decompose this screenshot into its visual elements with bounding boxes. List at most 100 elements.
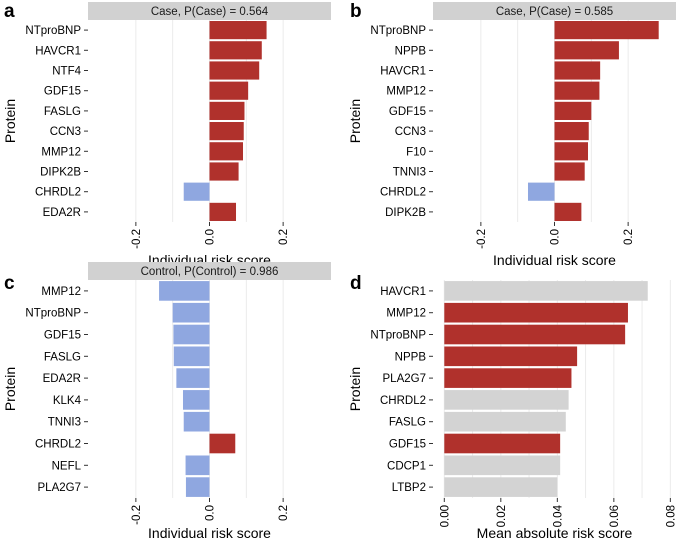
category-label: HAVCR1 bbox=[380, 286, 426, 298]
bar bbox=[176, 368, 210, 388]
x-tick-label: 0.0 bbox=[205, 505, 217, 521]
x-tick-label: -0.2 bbox=[131, 505, 143, 525]
bar bbox=[185, 477, 210, 497]
category-label: CHRDL2 bbox=[35, 187, 81, 199]
category-label: TNNI3 bbox=[48, 417, 81, 429]
bar bbox=[444, 411, 566, 432]
category-label: CHRDL2 bbox=[35, 439, 81, 451]
x-tick-label: 0.0 bbox=[205, 229, 217, 245]
bar bbox=[185, 455, 210, 476]
category-label: GDF15 bbox=[44, 330, 81, 342]
bar bbox=[554, 21, 659, 40]
y-axis-title: Protein bbox=[2, 99, 18, 143]
category-label: NEFL bbox=[52, 460, 82, 472]
strip-header bbox=[88, 262, 331, 280]
category-label: NTproBNP bbox=[370, 330, 426, 342]
strip-header bbox=[433, 2, 676, 20]
bar bbox=[444, 477, 558, 497]
y-axis-title: Protein bbox=[347, 99, 363, 143]
bar bbox=[554, 122, 589, 141]
category-label: CDCP1 bbox=[387, 460, 426, 472]
bar bbox=[444, 346, 578, 367]
category-label: FASLG bbox=[44, 351, 81, 363]
bar bbox=[444, 455, 561, 476]
bar bbox=[554, 61, 601, 80]
x-axis-title: Individual risk score bbox=[493, 252, 616, 268]
category-label: NTF4 bbox=[52, 66, 81, 78]
bar bbox=[209, 202, 237, 221]
x-tick-label: 0.02 bbox=[496, 505, 508, 527]
category-label: NTproBNP bbox=[25, 25, 81, 37]
bar bbox=[173, 324, 210, 345]
bar bbox=[209, 21, 267, 40]
category-label: CHRDL2 bbox=[380, 395, 426, 407]
strip-title: Control, P(Control) = 0.986 bbox=[141, 266, 279, 278]
category-label: TNNI3 bbox=[393, 167, 426, 179]
x-tick-label: 0.04 bbox=[552, 504, 564, 527]
x-tick-label: 0.0 bbox=[550, 229, 562, 245]
category-label: NPPB bbox=[395, 45, 427, 57]
x-tick-label: 0.00 bbox=[439, 505, 451, 527]
bar bbox=[554, 81, 600, 100]
strip-header bbox=[88, 2, 331, 20]
category-label: KLK4 bbox=[53, 395, 82, 407]
bar bbox=[444, 433, 561, 454]
bar bbox=[159, 281, 210, 301]
bar bbox=[554, 202, 582, 221]
category-label: GDF15 bbox=[389, 106, 426, 118]
strip-title: Case, P(Case) = 0.585 bbox=[496, 6, 613, 18]
x-axis-title: Mean absolute risk score bbox=[477, 525, 633, 541]
bar bbox=[554, 142, 589, 161]
category-label: MMP12 bbox=[386, 308, 426, 320]
bar bbox=[209, 101, 245, 120]
category-label: DIPK2B bbox=[40, 167, 81, 179]
bar bbox=[209, 162, 239, 181]
bar bbox=[182, 390, 210, 410]
panel-c: c Control, P(Control) = 0.986 MMP12 NTproBN… bbox=[2, 262, 331, 541]
bar bbox=[444, 390, 569, 410]
category-label: PLA2G7 bbox=[38, 482, 81, 494]
bar bbox=[209, 433, 236, 454]
panel-label: d bbox=[350, 273, 362, 294]
category-label: MMP12 bbox=[41, 146, 81, 158]
x-axis-title: Individual risk score bbox=[148, 525, 271, 541]
panel-d: d HAVCR1 MMP12 NTproBNP NPPB PLA2G7 CHRDL2 FASL… bbox=[347, 273, 677, 541]
x-tick-label: 0.08 bbox=[665, 505, 677, 527]
x-tick-label: -0.2 bbox=[131, 229, 143, 249]
category-label: HAVCR1 bbox=[380, 66, 426, 78]
y-axis-title: Protein bbox=[347, 367, 363, 411]
category-label: GDF15 bbox=[44, 86, 81, 98]
bar bbox=[173, 346, 210, 367]
category-label: EDA2R bbox=[43, 373, 81, 385]
x-tick-label: 0.06 bbox=[609, 505, 621, 527]
category-label: LTBP2 bbox=[392, 482, 426, 494]
category-label: FASLG bbox=[44, 106, 81, 118]
panel-a: a Case, P(Case) = 0.564 NTproBNP HAVCR1 NTF4… bbox=[2, 1, 331, 268]
bar bbox=[183, 182, 210, 201]
category-label: NPPB bbox=[395, 351, 427, 363]
category-label: CCN3 bbox=[50, 126, 81, 138]
category-label: NTproBNP bbox=[25, 308, 81, 320]
category-label: CHRDL2 bbox=[380, 187, 426, 199]
strip-title: Case, P(Case) = 0.564 bbox=[151, 6, 269, 18]
bar bbox=[444, 281, 648, 301]
x-tick-label: -0.2 bbox=[476, 229, 488, 249]
bar bbox=[209, 81, 249, 100]
bar bbox=[209, 61, 260, 80]
bar bbox=[209, 122, 244, 141]
x-tick-label: 0.2 bbox=[278, 505, 290, 521]
category-label: F10 bbox=[406, 146, 426, 158]
category-label: FASLG bbox=[389, 417, 426, 429]
y-axis-title: Protein bbox=[2, 367, 18, 411]
category-label: GDF15 bbox=[389, 439, 426, 451]
bar bbox=[554, 101, 592, 120]
bar bbox=[183, 411, 210, 432]
bar bbox=[444, 302, 628, 323]
bar bbox=[554, 41, 619, 60]
bar bbox=[209, 142, 244, 161]
bar bbox=[554, 162, 585, 181]
category-label: HAVCR1 bbox=[35, 45, 81, 57]
panel-b: b Case, P(Case) = 0.585 NTproBNP NPPB HAVCR1… bbox=[347, 1, 676, 268]
panel-label: c bbox=[4, 273, 15, 294]
